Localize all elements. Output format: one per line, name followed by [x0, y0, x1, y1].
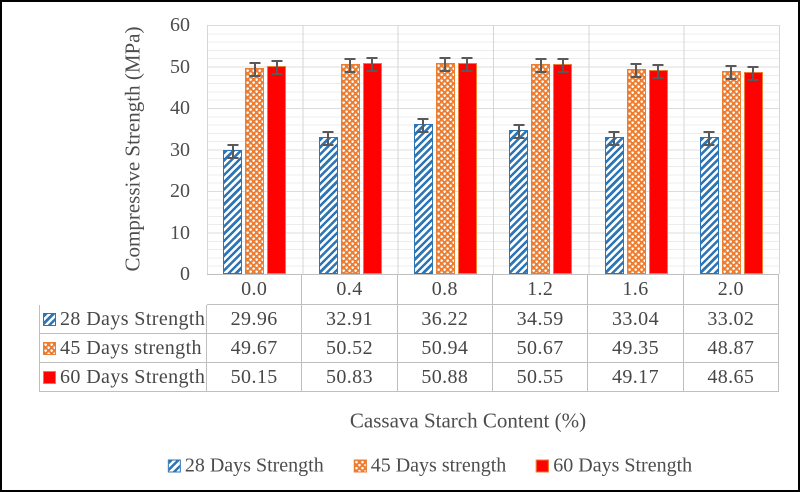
table-value-cell: 50.94 [397, 334, 493, 363]
error-bar [630, 63, 642, 79]
table-value-cell: 49.67 [207, 334, 303, 363]
table-series-name: 45 Days strength [60, 336, 202, 359]
error-bar [439, 56, 451, 72]
error-bar [703, 130, 715, 146]
y-axis-tick-label: 20 [170, 180, 190, 202]
table-value-cell: 48.87 [683, 334, 779, 363]
error-bar [535, 57, 547, 73]
error-bar [652, 63, 664, 79]
legend: 28 Days Strength 45 Days strength 60 Days … [167, 454, 692, 478]
table-value-cell: 50.88 [397, 363, 493, 392]
table-header-cell: 0.4 [302, 274, 398, 305]
bar-series1-cat0.0 [223, 143, 243, 274]
table-header-cell: 0.0 [207, 274, 303, 305]
bar-series1-cat1.6 [604, 130, 624, 274]
legend-swatch [536, 459, 550, 473]
table-value-cell: 49.17 [588, 363, 684, 392]
table-series-swatch [43, 370, 56, 384]
table-row-label: 28 Days Strength [39, 305, 207, 334]
table-value-cell: 50.83 [302, 363, 398, 392]
legend-swatch [167, 459, 181, 473]
error-bar [417, 117, 429, 133]
table-series-swatch [43, 312, 56, 326]
y-axis-tick-labels: 0 10 20 30 40 50 60 [142, 14, 190, 285]
error-bar [271, 59, 283, 75]
plot-area [207, 25, 780, 274]
table-header-cell: 2.0 [683, 274, 779, 305]
table-row-label: 45 Days strength [39, 334, 207, 363]
bar-series2-cat0.8 [435, 56, 455, 274]
error-bar [227, 143, 239, 159]
bar-series2-cat1.6 [626, 63, 646, 274]
table-value-cell: 33.04 [588, 305, 684, 334]
table-value-cell: 32.91 [302, 305, 398, 334]
table-value-cell: 36.22 [397, 305, 493, 334]
y-axis-tick-label: 0 [180, 263, 190, 285]
error-bar [461, 56, 473, 72]
table-header-cell: 0.8 [397, 274, 493, 305]
data-table: 0.0 0.4 0.8 1.2 1.6 2.0 28 Days Strength 29.96 3… [39, 274, 779, 392]
bar-series3-cat1.6 [648, 63, 668, 274]
table-value-cell: 50.52 [302, 334, 398, 363]
error-bar [344, 58, 356, 74]
bar-series3-cat0.0 [267, 59, 287, 274]
bar-series2-cat2.0 [721, 65, 741, 274]
error-bar [513, 124, 525, 140]
legend-item: 45 Days strength [353, 454, 507, 478]
y-axis-tick-label: 50 [170, 55, 190, 78]
y-axis-tick-label: 60 [170, 14, 190, 36]
y-axis-tick-label: 10 [170, 221, 190, 244]
bar-series2-cat0.0 [245, 61, 265, 274]
table-value-cell: 29.96 [207, 305, 303, 334]
legend-swatch [353, 459, 367, 473]
bar-series2-cat1.2 [531, 57, 551, 274]
bar-series3-cat2.0 [743, 66, 763, 274]
table-value-cell: 48.65 [683, 363, 779, 392]
table-value-cell: 49.35 [588, 334, 684, 363]
table-series-name: 60 Days Strength [60, 365, 206, 388]
legend-item: 28 Days Strength [167, 454, 324, 478]
error-bar [322, 131, 334, 147]
error-bar [249, 61, 261, 77]
table-corner-blank [39, 274, 207, 305]
table-series-name: 28 Days Strength [60, 307, 206, 330]
legend-label: 60 Days Strength [553, 454, 693, 477]
bar-series1-cat0.8 [413, 117, 433, 274]
error-bar [557, 58, 569, 74]
table-header-cell: 1.2 [493, 274, 589, 305]
bar-series1-cat1.2 [509, 124, 529, 274]
bar-series3-cat0.8 [457, 56, 477, 274]
legend-item: 60 Days Strength [536, 455, 692, 478]
y-axis-tick-label: 40 [170, 97, 190, 119]
legend-label: 28 Days Strength [184, 454, 324, 477]
table-series-swatch [43, 341, 56, 355]
error-bar [725, 65, 737, 81]
bar-series1-cat2.0 [699, 130, 719, 274]
error-bar [608, 130, 620, 146]
table-row-label: 60 Days Strength [39, 363, 207, 392]
y-axis-tick-label: 30 [170, 138, 190, 161]
error-bar [366, 57, 378, 73]
table-value-cell: 33.02 [683, 305, 779, 334]
bar-series3-cat0.4 [362, 57, 382, 274]
error-bar [747, 66, 759, 82]
table-value-cell: 34.59 [493, 305, 589, 334]
table-value-cell: 50.15 [207, 363, 303, 392]
legend-label: 45 Days strength [370, 454, 507, 477]
bar-series3-cat1.2 [553, 58, 573, 274]
table-header-cell: 1.6 [588, 274, 684, 305]
bar-series2-cat0.4 [340, 58, 360, 274]
table-value-cell: 50.67 [493, 334, 589, 363]
bar-series1-cat0.4 [318, 131, 338, 274]
x-axis-title: Cassava Starch Content (%) [349, 408, 587, 433]
table-value-cell: 50.55 [493, 363, 589, 392]
